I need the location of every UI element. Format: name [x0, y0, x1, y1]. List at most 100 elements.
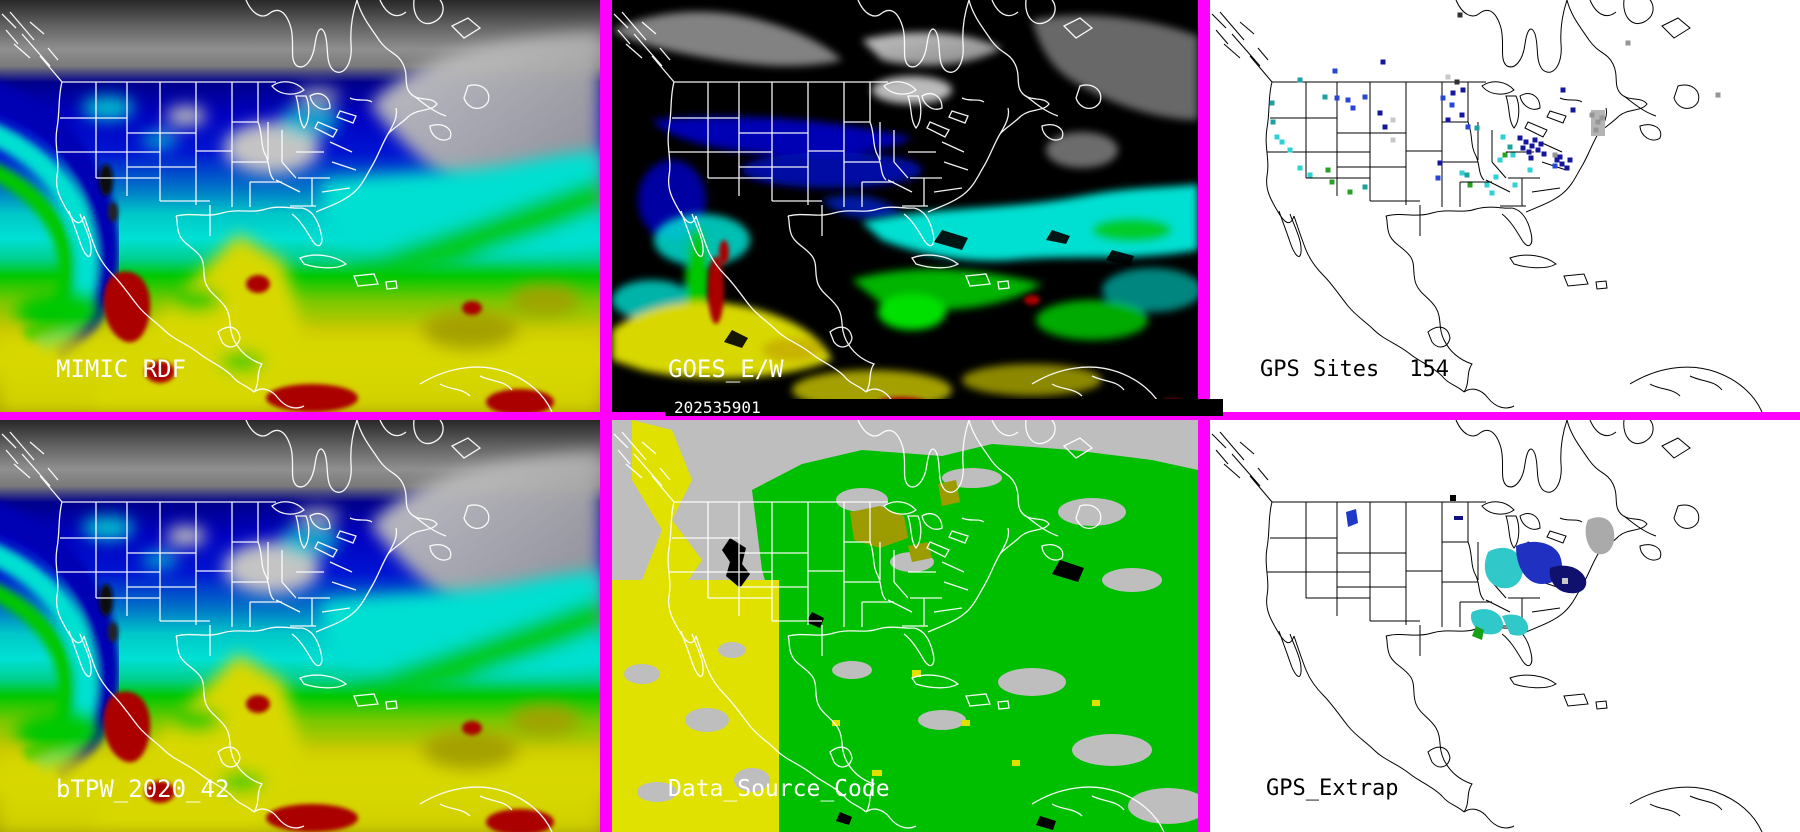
gps-site-dot — [1552, 152, 1558, 158]
extrap-blob-green — [1472, 626, 1484, 640]
mimic-rdf-map-image — [0, 0, 600, 412]
gps-site-dot — [1474, 125, 1480, 131]
data-source-code-map-image — [612, 420, 1198, 832]
gps-site-dot — [1564, 165, 1570, 171]
gps-sites-map-image — [1211, 0, 1763, 412]
gps-site-dot — [1570, 107, 1576, 113]
gps-site-dot — [1279, 139, 1285, 145]
gps-site-dot — [1593, 127, 1599, 133]
panel-data-source-code: Data_Source_Code — [612, 420, 1198, 832]
gps-site-dot — [1445, 117, 1451, 123]
gps-sites-label: GPS Sites — [1260, 357, 1380, 382]
gps-site-dot — [1440, 95, 1446, 101]
gps-extrap-label: GPS_Extrap — [1266, 776, 1399, 801]
panel-gps-extrap: GPS_Extrap — [1210, 420, 1800, 832]
panel-btpw: bTPW_2020_42 — [0, 420, 600, 832]
gps-site-dot — [1380, 59, 1386, 65]
gps-site-dot — [1325, 167, 1331, 173]
gps-site-markers — [1269, 12, 1721, 196]
data-source-code-label: Data_Source_Code — [668, 776, 890, 802]
gps-site-dot — [1467, 182, 1473, 188]
gps-site-dot — [1527, 167, 1533, 173]
timestamp-bar: 202535901 — [665, 399, 1223, 416]
goes-ew-label: GOES_E/W — [668, 355, 784, 383]
panel-mimic-rdf: MIMIC RDF — [0, 0, 600, 412]
gps-site-dot — [1390, 137, 1396, 143]
gps-site-dot — [1510, 152, 1516, 158]
gps-site-dot — [1497, 157, 1503, 163]
gps-site-dot — [1377, 110, 1383, 116]
gps-site-dot — [1535, 147, 1541, 153]
btpw-label: bTPW_2020_42 — [56, 775, 230, 803]
gps-site-dot — [1532, 137, 1538, 143]
gps-site-dot — [1454, 79, 1460, 85]
gps-site-dot — [1625, 40, 1631, 46]
gps-site-dot — [1459, 112, 1465, 118]
gps-sites-count: 154 — [1409, 357, 1449, 382]
gps-site-dot — [1287, 147, 1293, 153]
gps-site-dot — [1528, 155, 1534, 161]
gps-site-dot — [1307, 172, 1313, 178]
gps-site-dot — [1465, 124, 1471, 130]
gps-site-dot — [1559, 161, 1565, 167]
gps-site-dot — [1464, 172, 1470, 178]
extrap-blob-montana — [1346, 509, 1358, 527]
gps-site-dot — [1449, 102, 1455, 108]
gps-site-dot — [1715, 92, 1721, 98]
gps-site-dot — [1595, 119, 1601, 125]
gps-site-dot — [1489, 190, 1495, 196]
gps-site-dot — [1270, 119, 1276, 125]
gps-site-dot — [1345, 97, 1351, 103]
gps-site-dot — [1541, 151, 1547, 157]
gps-site-dot — [1435, 175, 1441, 181]
extrap-blob-new-england — [1585, 517, 1615, 555]
extrap-blob-indiana — [1484, 547, 1523, 589]
gps-site-dot — [1297, 77, 1303, 83]
gps-site-dot — [1599, 115, 1605, 121]
gps-site-dot — [1512, 182, 1518, 188]
gps-site-dot — [1529, 143, 1535, 149]
gps-extrap-blobs — [1346, 495, 1615, 640]
gps-site-dot — [1526, 149, 1532, 155]
gps-site-dot — [1460, 87, 1466, 93]
gps-site-dot — [1297, 165, 1303, 171]
gps-site-dot — [1484, 182, 1490, 188]
gps-site-dot — [1457, 12, 1463, 18]
gps-site-dot — [1274, 134, 1280, 140]
gps-site-dot — [1329, 179, 1335, 185]
gps-site-dot — [1560, 87, 1566, 93]
gps-site-dot — [1552, 163, 1558, 169]
gps-site-dot — [1589, 112, 1595, 118]
timestamp-text: 202535901 — [674, 398, 761, 417]
gps-site-dot — [1362, 184, 1368, 190]
gps-site-dot — [1269, 100, 1275, 106]
gps-site-dot — [1520, 145, 1526, 151]
gps-site-dot — [1557, 154, 1563, 160]
extrap-blob-minnesota — [1454, 516, 1463, 520]
gps-site-dot — [1502, 152, 1508, 158]
gps-site-dot — [1450, 90, 1456, 96]
gps-site-dot — [1350, 105, 1356, 111]
gps-site-dot — [1390, 117, 1396, 123]
gps-site-dot — [1445, 74, 1451, 80]
extrap-blob-alabama — [1502, 614, 1529, 636]
gps-site-dot — [1493, 174, 1499, 180]
gps-site-dot — [1523, 139, 1529, 145]
gps-site-dot — [1437, 160, 1443, 166]
gps-site-dot — [1554, 157, 1560, 163]
gps-site-dot — [1362, 94, 1368, 100]
gps-site-dot — [1382, 124, 1388, 130]
gps-site-dot — [1538, 141, 1544, 147]
goes-ew-map-image — [612, 0, 1198, 412]
gps-site-dot — [1334, 95, 1340, 101]
mimic-rdf-label: MIMIC RDF — [56, 355, 187, 383]
gps-site-dot — [1567, 157, 1573, 163]
gps-site-dot — [1332, 68, 1338, 74]
gps-site-dot — [1459, 170, 1465, 176]
gps-sites-caption: GPS Sites 154 — [1260, 358, 1449, 382]
extrap-speck — [1450, 495, 1456, 501]
panel-gps-sites: GPS Sites 154 — [1210, 0, 1800, 412]
gps-extrap-map-image — [1211, 420, 1763, 832]
gps-site-dot — [1507, 144, 1513, 150]
